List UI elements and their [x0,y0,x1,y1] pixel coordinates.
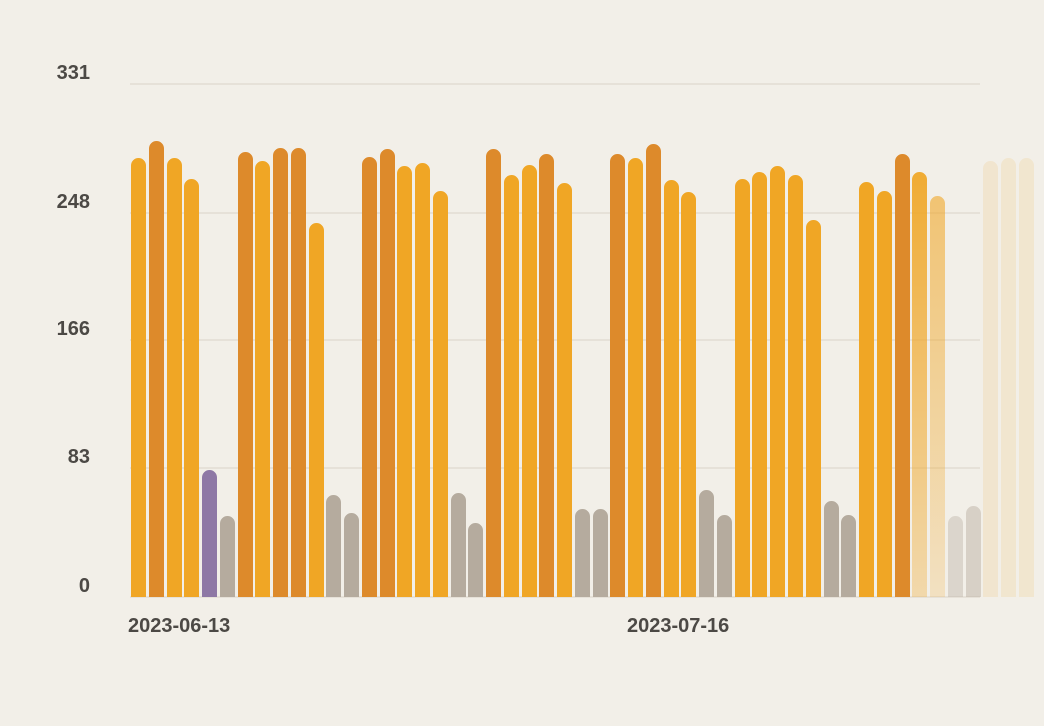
bar[interactable] [380,149,395,597]
bar[interactable] [770,166,785,597]
gridline [130,83,980,85]
bar[interactable] [433,191,448,597]
bar[interactable] [859,182,874,597]
bar[interactable] [504,175,519,597]
weekend-bar[interactable] [593,509,608,597]
bar[interactable] [912,172,927,597]
gridline [130,339,980,341]
bar[interactable] [1001,158,1016,597]
weekend-bar[interactable] [824,501,839,597]
bar[interactable] [539,154,554,597]
bar[interactable] [646,144,661,597]
weekend-bar[interactable] [948,516,963,597]
bar[interactable] [752,172,767,597]
bar[interactable] [309,223,324,597]
bar[interactable] [397,166,412,597]
bar[interactable] [167,158,182,597]
weekend-bar[interactable] [841,515,856,597]
bar[interactable] [610,154,625,597]
bar[interactable] [273,148,288,597]
y-axis-tick-label: 248 [56,191,90,213]
y-axis-tick-label: 166 [56,318,90,340]
bar[interactable] [1019,158,1034,597]
bar[interactable] [735,179,750,597]
x-axis-tick-label-mid: 2023-07-16 [627,615,730,637]
y-axis-tick-label: 83 [67,446,90,468]
bar[interactable] [983,161,998,597]
bar[interactable] [522,165,537,597]
weekend-bar[interactable] [451,493,466,597]
gridline [130,212,980,214]
weekend-bar[interactable] [468,523,483,597]
bar[interactable] [486,149,501,597]
bar[interactable] [238,152,253,597]
bar[interactable] [255,161,270,597]
bar[interactable] [681,192,696,597]
y-axis-tick-label: 0 [78,575,90,597]
weekend-bar[interactable] [966,506,981,597]
x-axis-tick-label-start: 2023-06-13 [128,615,231,637]
bar[interactable] [895,154,910,597]
gridline [130,467,980,469]
bar[interactable] [877,191,892,597]
bar[interactable] [664,180,679,597]
bar[interactable] [930,196,945,597]
bar[interactable] [806,220,821,597]
weekend-bar[interactable] [220,516,235,597]
weekend-bar[interactable] [717,515,732,597]
bar[interactable] [557,183,572,597]
bar[interactable] [788,175,803,597]
weekend-bar[interactable] [326,495,341,597]
weekend-bar[interactable] [699,490,714,597]
gridline [130,596,980,598]
bar[interactable] [184,179,199,597]
highlighted-bar[interactable] [202,470,217,597]
bar[interactable] [362,157,377,597]
bar[interactable] [628,158,643,597]
bar[interactable] [149,141,164,597]
bar[interactable] [291,148,306,597]
y-axis-tick-label: 331 [56,62,90,84]
bar[interactable] [131,158,146,597]
weekend-bar[interactable] [575,509,590,597]
bar[interactable] [415,163,430,597]
weekend-bar[interactable] [344,513,359,597]
